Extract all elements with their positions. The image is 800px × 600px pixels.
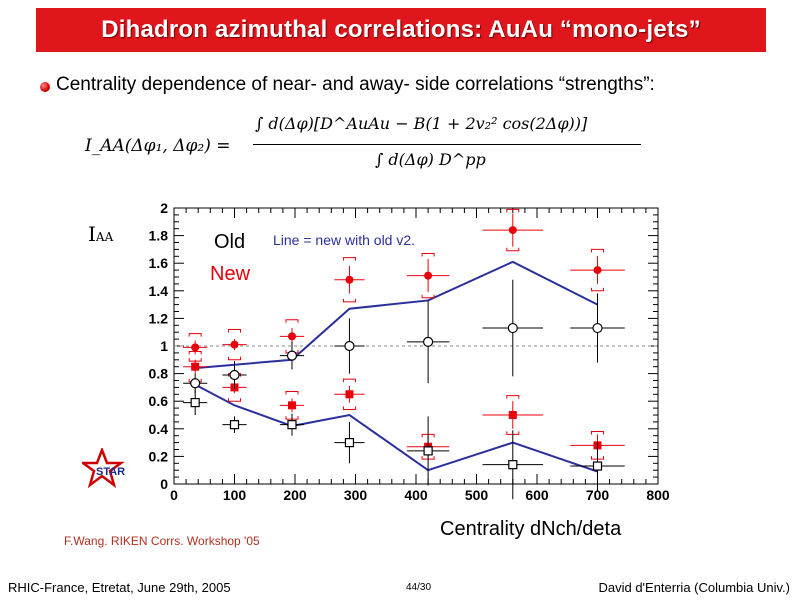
new-away-sys-upper bbox=[188, 351, 202, 355]
new-near-sys-upper bbox=[228, 328, 241, 333]
x-tick-label: 600 bbox=[525, 487, 549, 503]
new-away-sys-upper bbox=[591, 431, 604, 435]
new-near-sys-upper bbox=[188, 333, 202, 337]
y-tick-label: 1.4 bbox=[149, 283, 169, 299]
old-away-point bbox=[344, 438, 355, 448]
new-away-sys-lower bbox=[342, 406, 356, 410]
new-away-point bbox=[508, 411, 517, 419]
formula-denominator: ∫ d(Δφ) D^pp bbox=[375, 150, 486, 169]
new-near-point bbox=[508, 226, 517, 235]
x-tick-label: 500 bbox=[465, 487, 489, 503]
new-near-sys-upper bbox=[285, 319, 299, 323]
new-near-point bbox=[424, 271, 433, 280]
old-near-point bbox=[423, 336, 434, 347]
bullet-icon bbox=[40, 82, 50, 92]
new-near-sys-lower bbox=[506, 247, 520, 252]
y-tick-label: 0.4 bbox=[149, 421, 169, 437]
new-away-sys-upper bbox=[342, 378, 356, 383]
new-near-sys-lower bbox=[342, 298, 356, 303]
credit-text: F.Wang. RIKEN Corrs. Workshop '05 bbox=[64, 534, 260, 548]
legend-old: Old bbox=[214, 231, 245, 253]
legend-new: New bbox=[210, 263, 251, 285]
new-near-sys-lower bbox=[421, 294, 435, 299]
old-near-point bbox=[190, 378, 201, 389]
new-near-sys-lower bbox=[228, 356, 241, 361]
new-away-sys-upper bbox=[285, 391, 299, 395]
y-axis-label: IAA bbox=[88, 222, 114, 246]
x-tick-label: 400 bbox=[404, 487, 428, 503]
page-number: 44/30 bbox=[406, 582, 432, 593]
new-near-sys-upper bbox=[591, 248, 604, 253]
footer-event: RHIC-France, Etretat, June 29th, 2005 bbox=[8, 580, 231, 595]
y-tick-label: 1 bbox=[160, 338, 168, 354]
new-away-sys-upper bbox=[506, 395, 520, 399]
old-away-point bbox=[287, 420, 297, 430]
old-near-point bbox=[507, 322, 518, 334]
y-tick-label: 1.8 bbox=[149, 228, 169, 244]
bullet-text: Centrality dependence of near- and away-… bbox=[56, 74, 655, 95]
new-near-sys-upper bbox=[421, 253, 435, 257]
slide-title: Dihadron azimuthal correlations: AuAu “m… bbox=[101, 16, 701, 43]
new-near-point bbox=[230, 340, 239, 349]
series-line-near bbox=[195, 260, 598, 370]
new-away-sys-lower bbox=[228, 398, 241, 402]
old-near-point bbox=[344, 340, 355, 352]
formula-lhs: I_AA(Δφ₁, Δφ₂) = bbox=[85, 136, 231, 156]
old-away-point bbox=[508, 460, 518, 470]
old-away-point bbox=[423, 446, 433, 456]
new-away-point bbox=[345, 390, 354, 399]
new-near-point bbox=[593, 266, 602, 275]
legend-line-note: Line = new with old v2. bbox=[273, 232, 415, 248]
y-tick-label: 1.2 bbox=[149, 310, 169, 326]
old-away-point bbox=[190, 397, 200, 408]
footer-author: David d'Enterria (Columbia Univ.) bbox=[598, 580, 790, 595]
new-near-point bbox=[287, 332, 296, 341]
old-near-point bbox=[286, 350, 298, 361]
x-tick-label: 100 bbox=[223, 487, 247, 503]
new-near-sys-lower bbox=[591, 287, 604, 292]
y-tick-label: 0.8 bbox=[149, 366, 169, 382]
star-logo-text: STAR bbox=[96, 466, 125, 478]
iaa-formula: I_AA(Δφ₁, Δφ₂) = ∫ d(Δφ)[D^AuAu − B(1 + … bbox=[85, 112, 645, 182]
new-near-sys-upper bbox=[506, 208, 520, 213]
x-tick-label: 700 bbox=[586, 487, 610, 503]
formula-numerator: ∫ d(Δφ)[D^AuAu − B(1 + 2v₂² cos(2Δφ))] bbox=[255, 114, 588, 133]
new-near-sys-upper bbox=[342, 257, 356, 261]
old-away-point bbox=[592, 461, 603, 471]
old-away-point bbox=[229, 420, 240, 430]
new-away-point bbox=[287, 401, 296, 410]
slide-title-bar: Dihadron azimuthal correlations: AuAu “m… bbox=[36, 8, 766, 52]
formula-fraction-bar bbox=[253, 144, 641, 145]
new-near-point bbox=[345, 275, 354, 284]
x-tick-label: 800 bbox=[646, 487, 670, 503]
old-near-point bbox=[229, 369, 240, 381]
x-tick-label: 0 bbox=[170, 487, 178, 503]
x-tick-label: 300 bbox=[344, 487, 368, 503]
y-tick-label: 0.6 bbox=[149, 393, 169, 409]
old-near-point bbox=[592, 322, 603, 334]
new-near-point bbox=[191, 343, 200, 352]
x-axis-label: Centrality dNch/deta bbox=[440, 518, 622, 540]
star-logo: STAR bbox=[82, 448, 125, 488]
y-tick-label: 2 bbox=[160, 200, 168, 216]
y-tick-label: 0 bbox=[160, 476, 168, 492]
x-tick-label: 200 bbox=[283, 487, 307, 503]
y-tick-label: 0.2 bbox=[149, 448, 169, 464]
new-away-point bbox=[191, 362, 200, 371]
y-tick-label: 1.6 bbox=[149, 255, 169, 271]
